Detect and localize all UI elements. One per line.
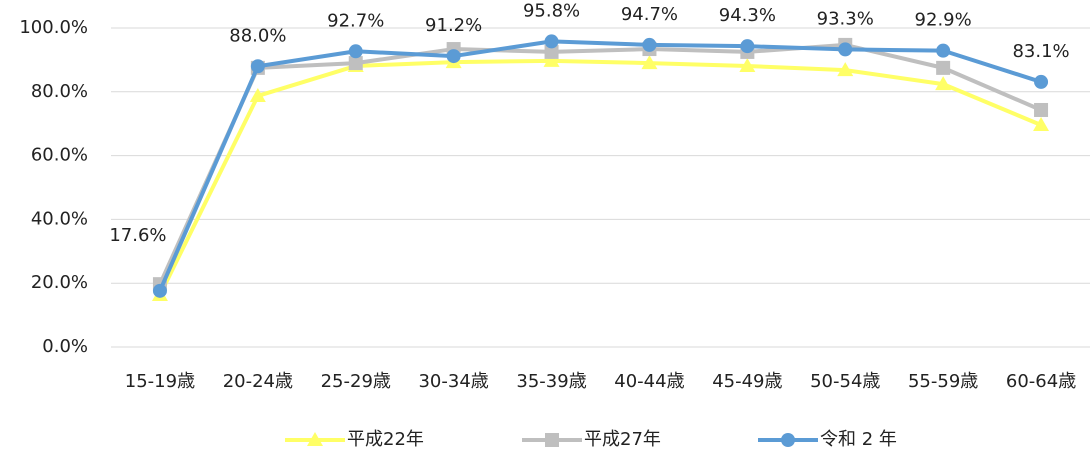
x-tick-label: 60-64歳 xyxy=(1006,371,1076,392)
data-label: 83.1% xyxy=(1012,41,1069,62)
point-marker xyxy=(838,42,853,57)
point-marker xyxy=(936,60,951,75)
legend-label: 平成22年 xyxy=(347,429,424,450)
point-marker xyxy=(446,49,461,64)
y-tick-label: 60.0% xyxy=(31,145,88,166)
data-label: 88.0% xyxy=(229,25,286,46)
data-label: 94.7% xyxy=(621,4,678,25)
x-tick-label: 30-34歳 xyxy=(418,371,488,392)
x-tick-label: 50-54歳 xyxy=(810,371,880,392)
y-tick-label: 100.0% xyxy=(19,17,88,38)
x-tick-label: 35-39歳 xyxy=(516,371,586,392)
data-label: 91.2% xyxy=(425,15,482,36)
point-marker xyxy=(543,52,560,67)
x-tick-label: 55-59歳 xyxy=(908,371,978,392)
point-marker xyxy=(935,76,952,91)
series-line xyxy=(158,58,1042,296)
point-marker xyxy=(642,37,657,52)
point-marker xyxy=(544,44,559,59)
legend-marker xyxy=(307,432,323,446)
series-line xyxy=(158,42,1042,285)
x-tick-label: 15-19歳 xyxy=(125,371,195,392)
x-tick-label: 25-29歳 xyxy=(321,371,391,392)
point-marker xyxy=(1034,102,1049,117)
data-label: 92.7% xyxy=(327,10,384,31)
point-marker xyxy=(1034,74,1049,89)
point-marker xyxy=(348,56,363,71)
point-marker xyxy=(641,55,658,70)
point-marker xyxy=(152,283,167,298)
y-tick-label: 20.0% xyxy=(31,272,88,293)
point-marker xyxy=(837,62,854,77)
series-line xyxy=(158,39,1042,292)
point-marker xyxy=(936,43,951,58)
data-label: 95.8% xyxy=(523,0,580,21)
y-tick-label: 0.0% xyxy=(42,336,88,357)
x-tick-label: 20-24歳 xyxy=(223,371,293,392)
point-marker xyxy=(739,57,756,72)
data-label: 92.9% xyxy=(915,10,972,31)
point-marker xyxy=(348,44,363,59)
y-tick-label: 80.0% xyxy=(31,81,88,102)
y-tick-label: 40.0% xyxy=(31,208,88,229)
data-label: 94.3% xyxy=(719,5,776,26)
legend-label: 平成27年 xyxy=(584,429,661,450)
point-marker xyxy=(250,59,265,74)
x-tick-label: 45-49歳 xyxy=(712,371,782,392)
point-marker xyxy=(544,34,559,49)
legend-marker xyxy=(781,433,795,447)
legend-label: 令和 2 年 xyxy=(820,429,897,450)
point-marker xyxy=(740,39,755,54)
point-marker xyxy=(1033,116,1050,131)
legend-marker xyxy=(545,433,559,447)
data-label: 17.6% xyxy=(109,225,166,246)
x-tick-label: 40-44歳 xyxy=(614,371,684,392)
data-label: 93.3% xyxy=(817,8,874,29)
point-marker xyxy=(249,87,266,102)
